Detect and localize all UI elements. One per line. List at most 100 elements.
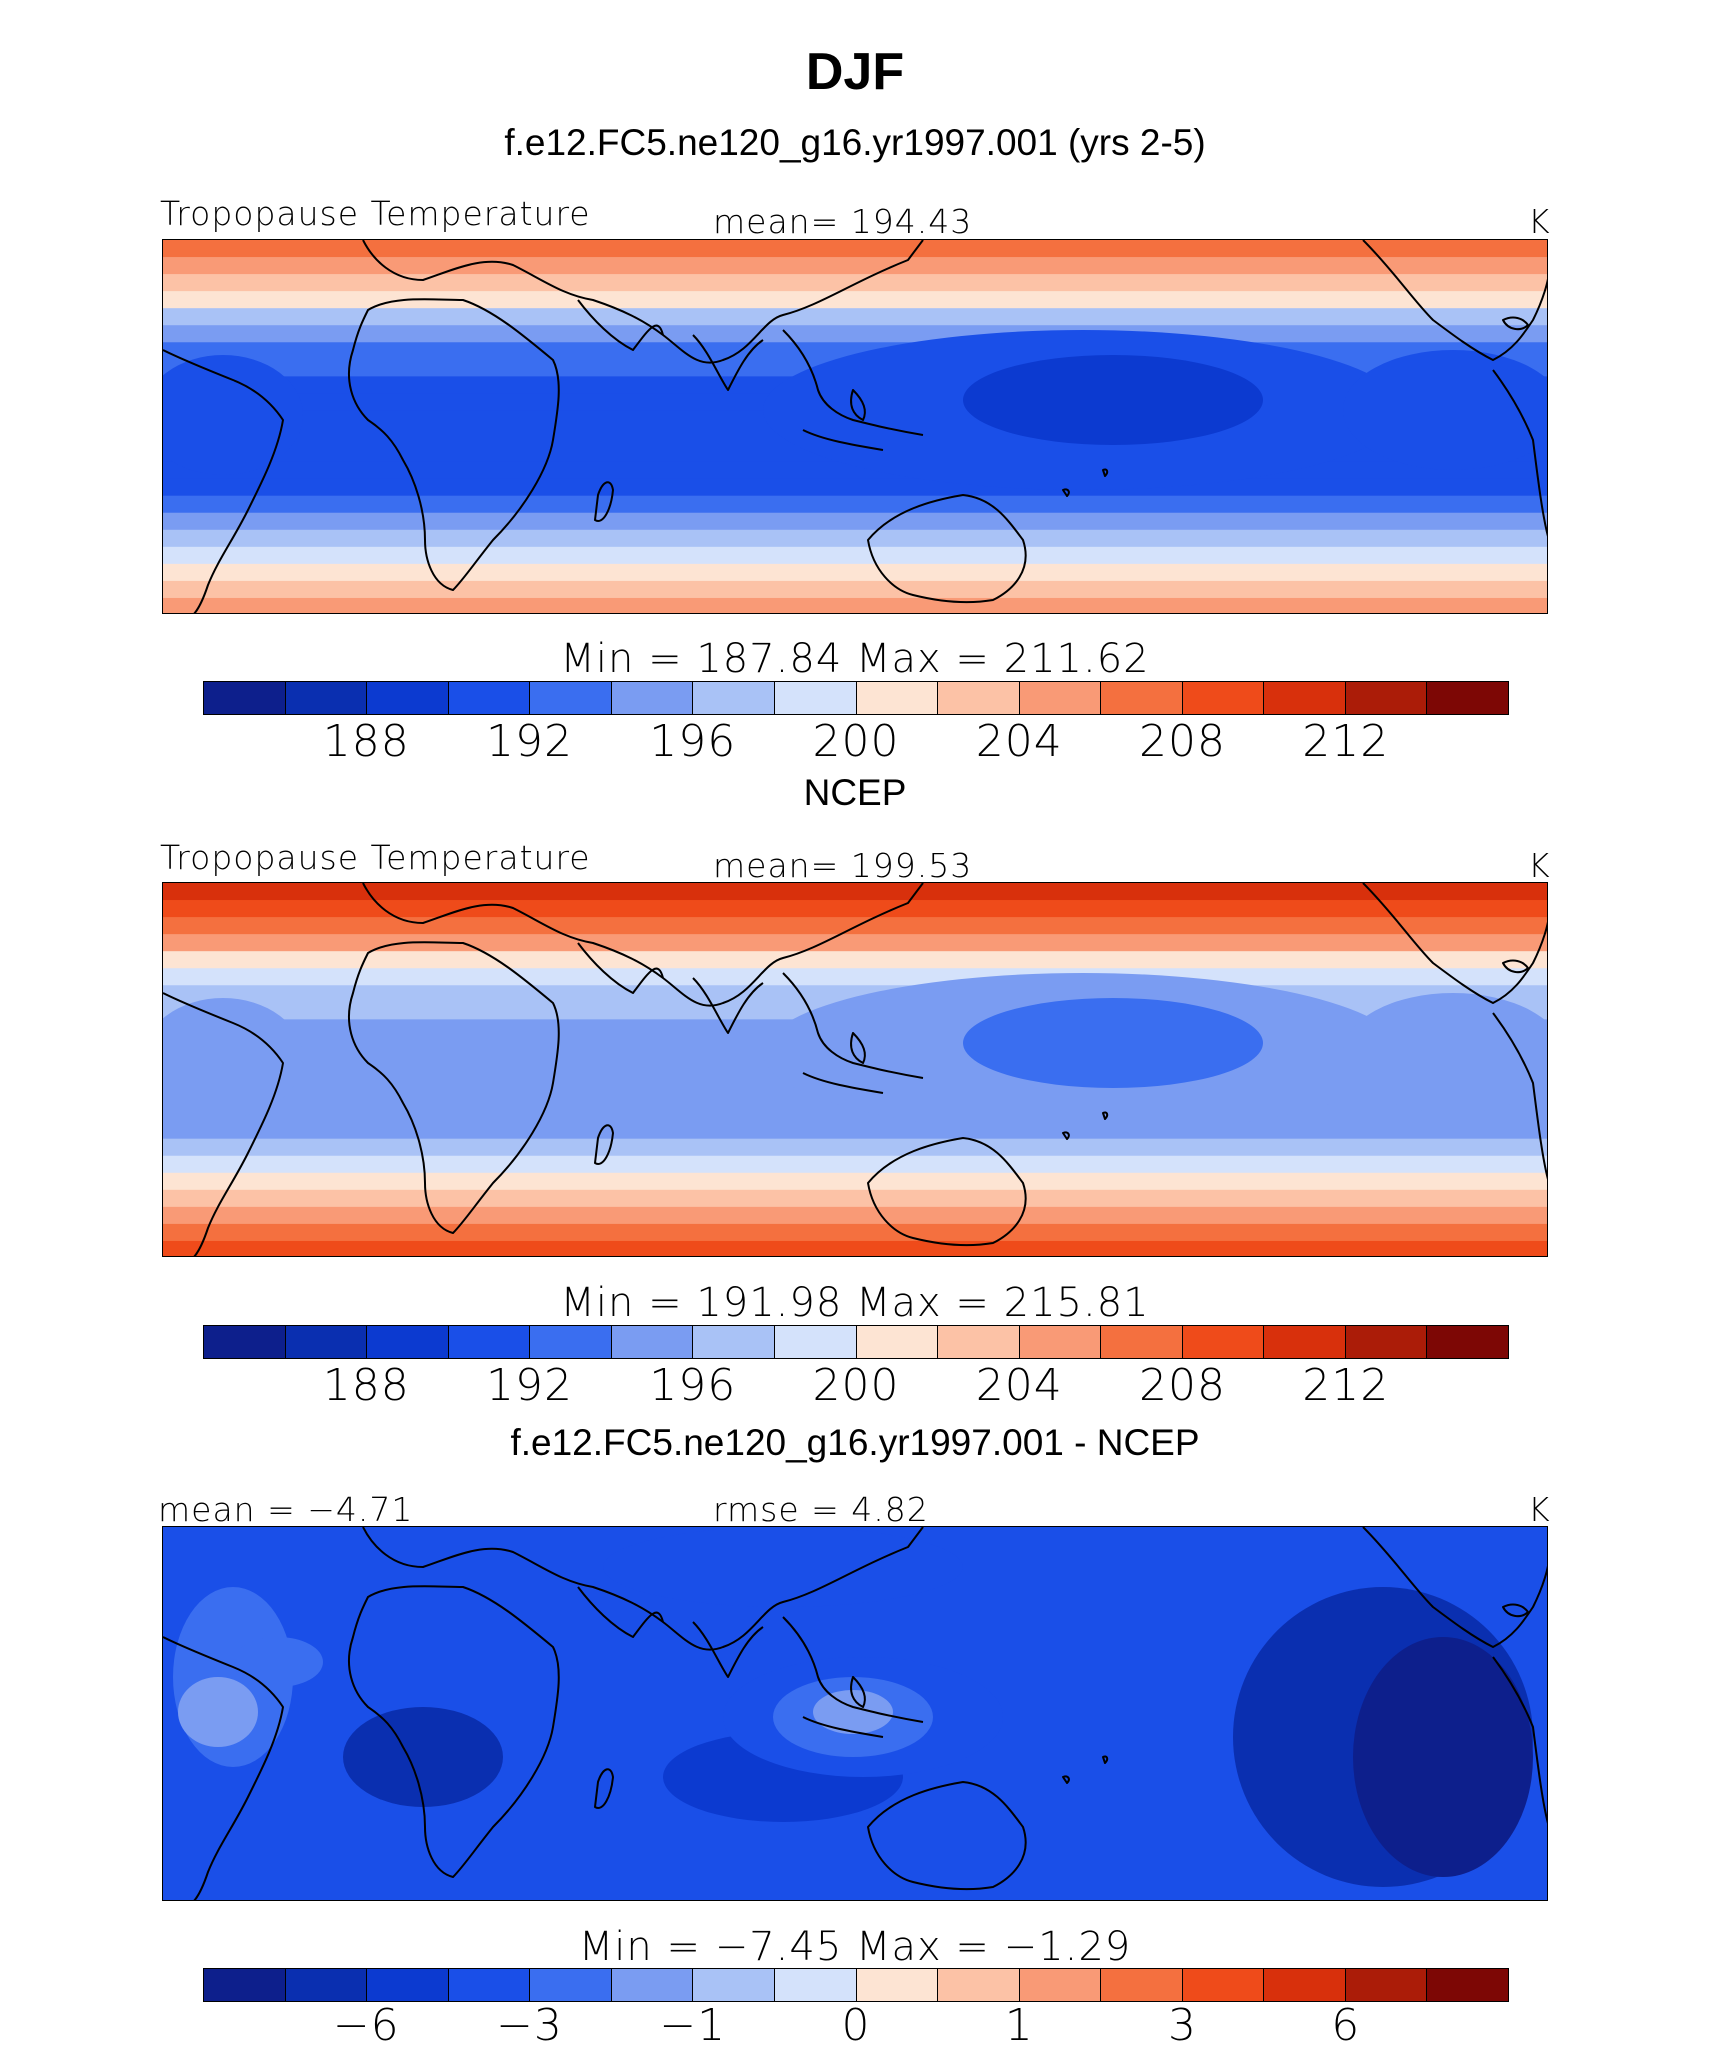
- contour-band: [163, 1189, 1547, 1208]
- panel-3-colorbar-labels: −6 −3 −1 0 1 3 6: [203, 2000, 1509, 2051]
- coastline: [1102, 1755, 1109, 1764]
- colorbar-tick-label: 204: [975, 716, 1063, 767]
- colorbar-tick-label: 212: [1302, 1360, 1390, 1411]
- colorbar-swatch: [1427, 1969, 1508, 2001]
- contour-region: [603, 1527, 963, 1607]
- panel-2-map: [162, 882, 1548, 1257]
- contour-band: [163, 934, 1547, 953]
- colorbar-tick-label: 212: [1302, 716, 1390, 767]
- panel-2-variable-label: Tropopause Temperature: [160, 838, 591, 877]
- main-title: DJF: [805, 43, 905, 101]
- colorbar-swatch: [448, 682, 531, 714]
- coastline: [850, 389, 866, 421]
- colorbar-swatch: [530, 1969, 612, 2001]
- panel-1-colorbar-labels: 188 192 196 200 204 208 212: [203, 716, 1509, 767]
- contour-band: [163, 546, 1547, 565]
- colorbar-tick-label: 196: [649, 716, 737, 767]
- colorbar-swatch: [1345, 1326, 1428, 1358]
- panel-1-unit-label: K: [1528, 202, 1551, 241]
- panel-2-title: NCEP: [803, 772, 907, 813]
- colorbar-swatch: [611, 682, 694, 714]
- coastline: [802, 429, 884, 451]
- coastline: [348, 1585, 560, 1878]
- contour-region: [233, 1637, 323, 1687]
- colorbar-swatch: [1182, 1969, 1265, 2001]
- contour-band: [163, 512, 1547, 531]
- coastline: [850, 1676, 866, 1708]
- coastline: [1362, 1527, 1547, 1648]
- colorbar-tick-label: 188: [322, 1360, 410, 1411]
- colorbar-swatch: [448, 1969, 531, 2001]
- colorbar-tick-label: 200: [812, 1360, 900, 1411]
- coastline: [1502, 959, 1529, 974]
- contour-region: [963, 998, 1263, 1088]
- coastline: [1362, 240, 1547, 361]
- colorbar-swatch: [856, 682, 939, 714]
- coastline: [802, 1716, 884, 1738]
- contour-band: [163, 240, 1547, 259]
- panel-3-title: f.e12.FC5.ne120_g16.yr1997.001 - NCEP: [510, 1422, 1200, 1463]
- panel-1-map: [162, 239, 1548, 614]
- coastline: [867, 1781, 1027, 1891]
- coastline: [692, 1621, 764, 1678]
- colorbar-swatch: [448, 1326, 531, 1358]
- coastline: [1502, 1603, 1529, 1618]
- colorbar-tick-label: 188: [322, 716, 410, 767]
- colorbar-swatch: [1345, 1969, 1428, 2001]
- colorbar-swatch: [1101, 682, 1183, 714]
- colorbar-tick-label: −6: [332, 2000, 400, 2051]
- colorbar-swatch: [204, 682, 286, 714]
- panel-3-rmse-label: rmse = 4.82: [713, 1490, 929, 1529]
- colorbar-tick-label: 196: [649, 1360, 737, 1411]
- colorbar-swatch: [367, 1326, 449, 1358]
- panel-3-map: [162, 1526, 1548, 1901]
- contour-band: [163, 325, 1547, 344]
- panel-1-colorbar: [203, 681, 1509, 715]
- colorbar-swatch: [1264, 1326, 1346, 1358]
- colorbar-tick-label: 204: [975, 1360, 1063, 1411]
- coastline: [692, 334, 764, 391]
- coastline: [782, 972, 924, 1079]
- coastline: [163, 349, 284, 613]
- colorbar-tick-label: 1: [1004, 2000, 1034, 2051]
- colorbar-swatch: [774, 1326, 857, 1358]
- contour-band: [163, 968, 1547, 987]
- coastline: [577, 942, 664, 994]
- panel-2-minmax: Min = 191.98 Max = 215.81: [560, 1280, 1150, 1326]
- panel-2-unit-label: K: [1528, 846, 1551, 885]
- colorbar-swatch: [1019, 1326, 1102, 1358]
- colorbar-swatch: [856, 1969, 939, 2001]
- coastline: [348, 298, 560, 591]
- panel-2-colorbar: [203, 1325, 1509, 1359]
- contour-region: [178, 1677, 258, 1747]
- colorbar-swatch: [1427, 682, 1508, 714]
- panel-3-mean-label: mean = −4.71: [158, 1490, 414, 1529]
- colorbar-swatch: [693, 682, 775, 714]
- colorbar-swatch: [1101, 1969, 1183, 2001]
- colorbar-swatch: [1264, 682, 1346, 714]
- colorbar-swatch: [367, 1969, 449, 2001]
- colorbar-swatch: [1182, 682, 1265, 714]
- colorbar-swatch: [938, 1969, 1020, 2001]
- coastline: [1492, 1656, 1547, 1824]
- colorbar-tick-label: 6: [1331, 2000, 1361, 2051]
- contour-band: [163, 495, 1547, 514]
- colorbar-swatch: [530, 1326, 612, 1358]
- contour-band: [163, 900, 1547, 919]
- colorbar-tick-label: 3: [1168, 2000, 1197, 2051]
- colorbar-swatch: [693, 1969, 775, 2001]
- coastline: [782, 329, 924, 436]
- colorbar-tick-label: 200: [812, 716, 900, 767]
- colorbar-swatch: [1427, 1326, 1508, 1358]
- coastline: [577, 1586, 664, 1638]
- colorbar-tick-label: 192: [486, 1360, 573, 1411]
- colorbar-swatch: [774, 682, 857, 714]
- contour-region: [343, 1707, 503, 1807]
- contour-region: [963, 355, 1263, 445]
- contour-band: [163, 478, 1547, 497]
- colorbar-tick-label: −3: [496, 2000, 563, 2051]
- panel-3-colorbar: [203, 1968, 1509, 2002]
- coastline: [867, 494, 1027, 604]
- panel-1-mean-label: mean= 194.43: [713, 202, 973, 241]
- colorbar-swatch: [367, 682, 449, 714]
